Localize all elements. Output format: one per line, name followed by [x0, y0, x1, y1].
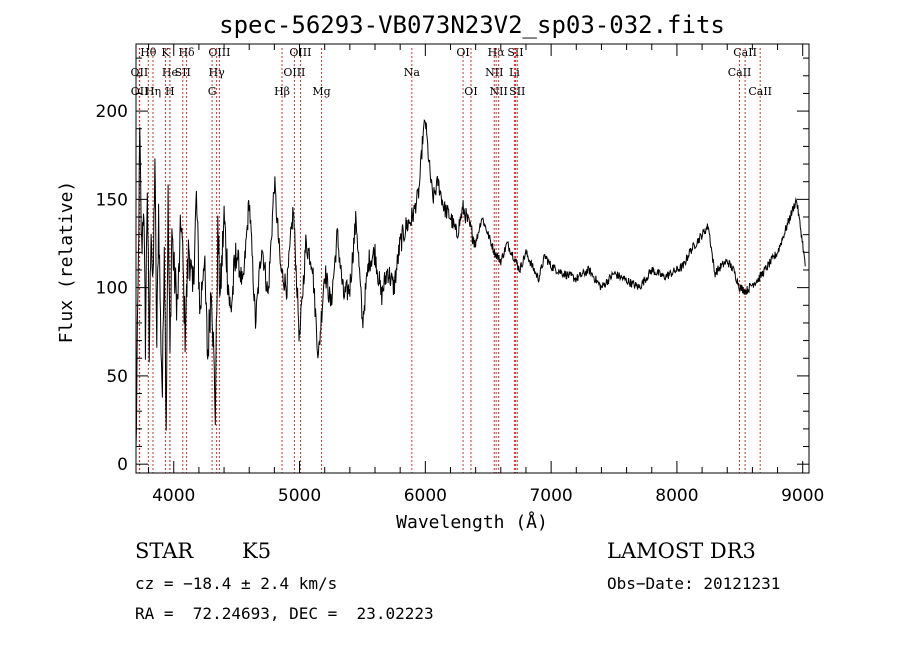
- plot-frame: [135, 43, 810, 474]
- y-tick-label-200: 200: [96, 102, 128, 122]
- line-label-8: SII: [175, 66, 191, 79]
- line-label-24: SII: [509, 85, 525, 98]
- line-label-23: NII: [490, 85, 508, 98]
- x-tick-label-8000: 8000: [655, 486, 698, 506]
- x-tick-label-4000: 4000: [152, 486, 195, 506]
- line-label-27: CaII: [748, 85, 772, 98]
- line-label-13: OIII: [283, 66, 305, 79]
- redshift-readout: cz = −18.4 ± 2.4 km/s: [135, 574, 338, 593]
- line-label-11: G: [208, 85, 217, 98]
- coordinates-readout: RA = 72.24693, DEC = 23.02223: [135, 604, 434, 623]
- line-label-25: CaII: [733, 46, 757, 59]
- line-label-21: NII: [485, 66, 503, 79]
- y-tick-label-150: 150: [96, 190, 128, 210]
- x-tick-label-5000: 5000: [278, 486, 321, 506]
- object-subclass: K5: [242, 539, 272, 563]
- line-label-2: OII: [131, 85, 149, 98]
- y-axis-label: Flux (relative): [56, 181, 77, 344]
- line-label-5: Hη: [145, 85, 161, 98]
- line-label-19: Hα: [488, 46, 506, 59]
- observation-date: Obs−Date: 20121231: [607, 574, 781, 593]
- line-label-22: Li: [509, 66, 520, 79]
- line-label-9: OIII: [208, 46, 230, 59]
- line-label-6: H: [165, 85, 175, 98]
- line-label-12: OIII: [289, 46, 311, 59]
- x-tick-label-6000: 6000: [404, 486, 447, 506]
- line-label-18: OI: [464, 85, 477, 98]
- line-label-17: OI: [456, 46, 469, 59]
- line-label-20: SII: [507, 46, 523, 59]
- line-label-14: Hβ: [274, 85, 290, 98]
- line-label-26: CaII: [728, 66, 752, 79]
- x-tick-label-7000: 7000: [529, 486, 572, 506]
- object-class: STAR: [135, 539, 194, 563]
- x-axis-label: Wavelength (Å): [396, 511, 548, 533]
- line-label-3: K: [161, 46, 170, 59]
- line-label-10: Hγ: [209, 66, 226, 79]
- y-tick-label-0: 0: [117, 455, 128, 475]
- line-label-7: Hδ: [178, 46, 195, 59]
- spectrum-line: [135, 119, 806, 448]
- line-label-16: Na: [404, 66, 421, 79]
- y-tick-label-50: 50: [106, 367, 128, 387]
- survey-label: LAMOST DR3: [607, 539, 756, 563]
- x-tick-label-9000: 9000: [781, 486, 824, 506]
- y-tick-label-100: 100: [96, 279, 128, 299]
- line-label-15: Mg: [312, 85, 330, 98]
- chart-title: spec-56293-VB073N23V2_sp03-032.fits: [219, 11, 725, 39]
